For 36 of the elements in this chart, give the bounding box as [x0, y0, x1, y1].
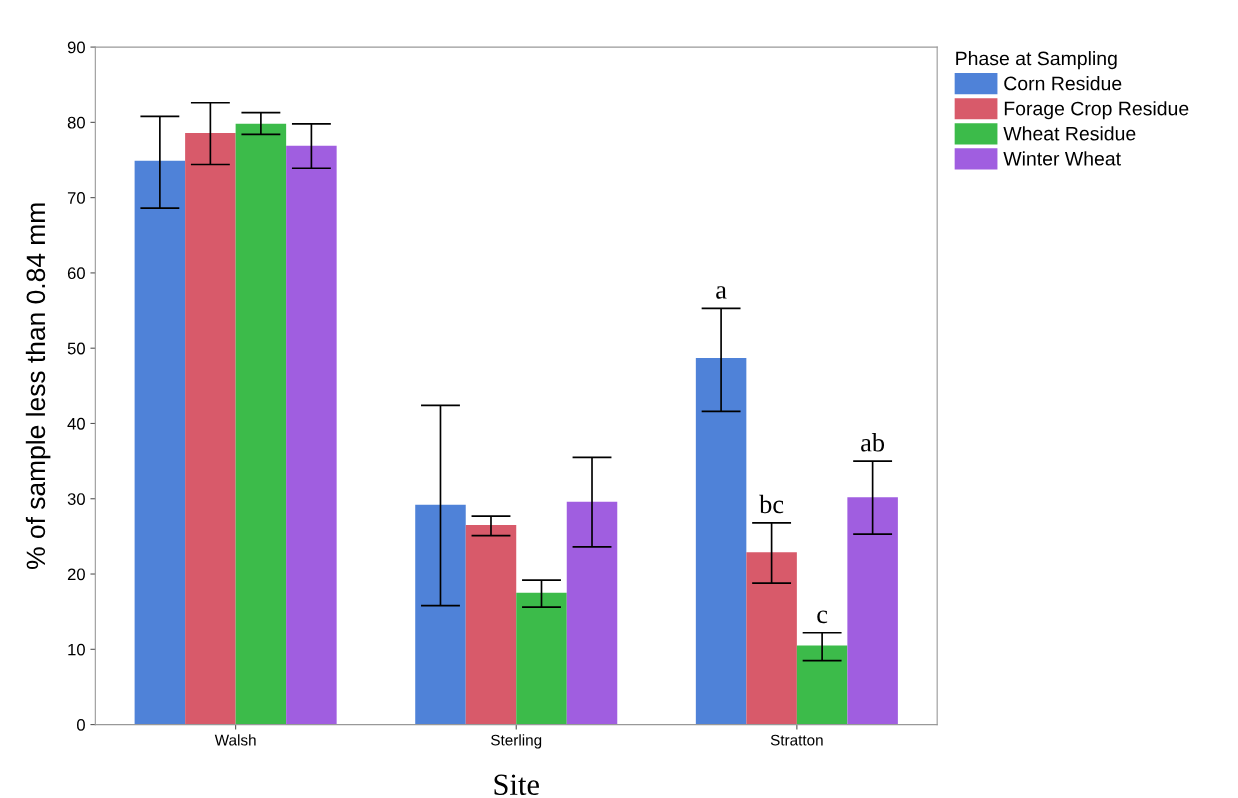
y-tick-label: 50 [67, 342, 85, 355]
x-axis-title: Site [494, 774, 539, 796]
data-label: c [817, 610, 828, 624]
bar [185, 132, 236, 725]
x-tick-label: Stratton [770, 734, 823, 746]
x-tick-label: Sterling [491, 734, 542, 749]
y-tick-label: 40 [67, 417, 85, 430]
y-tick-label: 90 [67, 41, 85, 54]
bar [415, 504, 466, 725]
data-label: ab [861, 433, 885, 452]
y-tick-label: 10 [68, 643, 85, 656]
legend-label: Wheat Residue [1003, 126, 1136, 141]
bar [847, 497, 898, 725]
bar [746, 552, 797, 725]
y-tick-label: 80 [67, 116, 85, 129]
bar [235, 123, 287, 725]
bar [566, 501, 618, 725]
legend-label: Forage Crop Residue [1004, 101, 1189, 120]
bar [465, 525, 517, 725]
y-axis-title: % of sample less than 0.84 mm [25, 203, 51, 569]
bar [516, 592, 567, 725]
legend-label: Corn Residue [1004, 76, 1122, 91]
data-label: a [716, 286, 727, 299]
y-tick-label: 70 [67, 192, 85, 204]
x-tick-label: Walsh [214, 734, 256, 746]
y-tick-label: 60 [67, 267, 85, 280]
data-label: bc [759, 494, 784, 514]
legend-label: Winter Wheat [1003, 151, 1121, 166]
bar [286, 145, 337, 725]
y-tick-label: 30 [67, 493, 85, 505]
bar [695, 357, 747, 725]
y-tick-label: 0 [76, 718, 85, 731]
legend-title: Phase at Sampling [956, 51, 1117, 70]
y-tick-label: 20 [67, 568, 85, 581]
bar [134, 160, 186, 725]
bar [796, 645, 848, 725]
